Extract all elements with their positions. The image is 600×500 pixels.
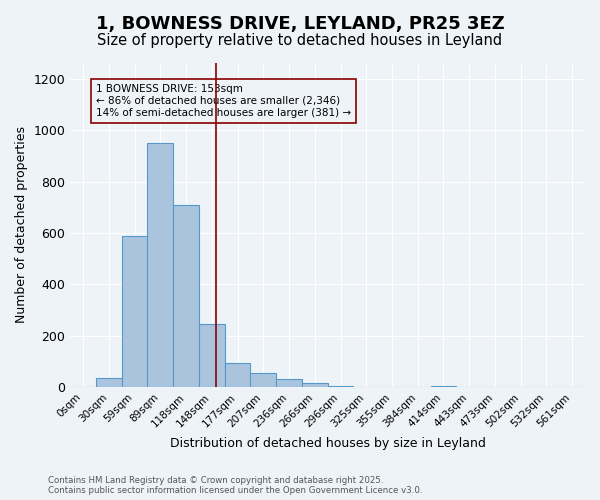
- Text: Size of property relative to detached houses in Leyland: Size of property relative to detached ho…: [97, 32, 503, 48]
- Text: 1, BOWNESS DRIVE, LEYLAND, PR25 3EZ: 1, BOWNESS DRIVE, LEYLAND, PR25 3EZ: [95, 15, 505, 33]
- Bar: [276, 380, 302, 387]
- Bar: [173, 205, 199, 387]
- Text: Contains HM Land Registry data © Crown copyright and database right 2025.
Contai: Contains HM Land Registry data © Crown c…: [48, 476, 422, 495]
- Bar: [250, 373, 276, 387]
- Text: 1 BOWNESS DRIVE: 153sqm
← 86% of detached houses are smaller (2,346)
14% of semi: 1 BOWNESS DRIVE: 153sqm ← 86% of detache…: [96, 84, 351, 117]
- Bar: [431, 386, 457, 387]
- Bar: [225, 362, 250, 387]
- Bar: [96, 378, 122, 387]
- Bar: [328, 386, 353, 387]
- Bar: [199, 324, 225, 387]
- Bar: [148, 144, 173, 387]
- Bar: [122, 236, 148, 387]
- X-axis label: Distribution of detached houses by size in Leyland: Distribution of detached houses by size …: [170, 437, 485, 450]
- Bar: [302, 383, 328, 387]
- Y-axis label: Number of detached properties: Number of detached properties: [15, 126, 28, 323]
